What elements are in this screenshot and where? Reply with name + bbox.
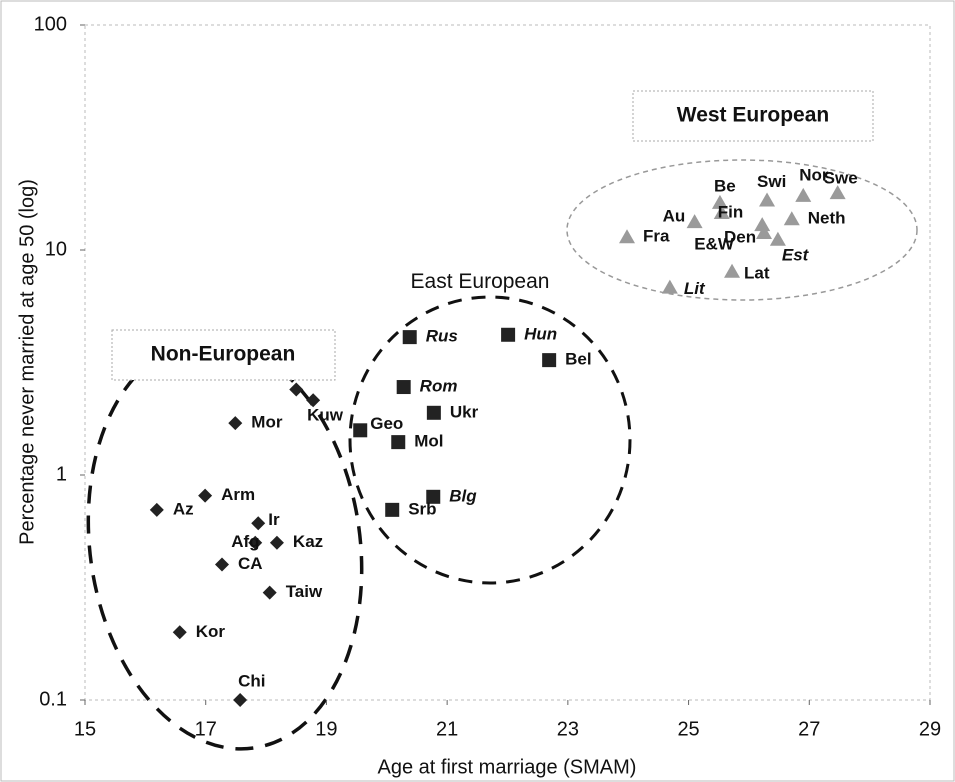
x-tick-label: 21 — [436, 718, 458, 740]
point-label: Bel — [565, 350, 591, 369]
point-label: Den — [724, 227, 756, 246]
y-axis-label: Percentage never married at age 50 (log) — [16, 179, 38, 545]
group-label: Non-European — [151, 343, 296, 366]
point-label: Kaz — [293, 532, 323, 551]
point-label: Rom — [420, 377, 458, 396]
y-tick-label: 0.1 — [39, 688, 67, 710]
point — [724, 263, 741, 278]
point — [829, 185, 846, 200]
point — [501, 327, 516, 342]
point — [711, 194, 728, 209]
group-ellipse — [86, 339, 364, 751]
point-label: Lat — [744, 263, 770, 282]
x-tick-label: 17 — [195, 718, 217, 740]
point-label: E&W — [694, 235, 735, 254]
point — [402, 330, 417, 345]
group-label: East European — [410, 270, 550, 293]
point — [198, 488, 213, 503]
point — [306, 393, 321, 408]
point — [542, 353, 557, 368]
y-tick-label: 100 — [34, 13, 67, 35]
point-label: Blg — [449, 486, 477, 505]
point-label: Afg — [231, 532, 259, 551]
point — [248, 535, 263, 550]
point — [619, 229, 636, 244]
point — [269, 535, 284, 550]
point-label: Swi — [757, 172, 786, 191]
x-tick-label: 19 — [315, 718, 337, 740]
point-label: Srb — [408, 499, 436, 518]
point-label: Swe — [824, 169, 858, 188]
point — [149, 502, 164, 517]
point-label: Fin — [718, 203, 744, 222]
point-label: Kor — [196, 622, 226, 641]
point-label: Geo — [370, 414, 403, 433]
point-label: Kuw — [307, 406, 344, 425]
point-label: Mol — [414, 432, 443, 451]
point — [391, 435, 406, 450]
point-label: Be — [714, 176, 736, 195]
point — [289, 382, 304, 397]
point-label: Fra — [643, 227, 670, 246]
point-label: CA — [238, 554, 263, 573]
point — [426, 405, 441, 420]
point-label: Hun — [524, 324, 557, 343]
point — [759, 192, 776, 207]
point-label: Au — [663, 207, 686, 226]
point — [769, 231, 786, 246]
point — [396, 380, 411, 395]
point — [251, 516, 266, 531]
x-axis-label: Age at first marriage (SMAM) — [378, 756, 637, 778]
point — [795, 187, 812, 202]
point-label: Nor — [799, 165, 829, 184]
point — [233, 693, 248, 707]
point-label: Lit — [684, 279, 706, 298]
group-ellipse — [348, 295, 632, 585]
x-tick-label: 25 — [677, 718, 699, 740]
point-label: Az — [173, 499, 194, 518]
point — [426, 489, 441, 504]
point-label: Chi — [238, 671, 265, 690]
group-ellipse — [566, 159, 918, 301]
point-label: Arm — [221, 485, 255, 504]
x-tick-label: 27 — [798, 718, 820, 740]
group-box — [111, 329, 336, 381]
point — [228, 416, 243, 431]
plot-frame — [84, 24, 931, 701]
point-label: Taiw — [286, 582, 323, 601]
point — [215, 557, 230, 572]
x-tick-label: 29 — [919, 718, 941, 740]
point-label: Est — [782, 245, 810, 264]
x-tick-label: 15 — [74, 718, 96, 740]
point — [754, 217, 771, 232]
point-label: Ukr — [450, 402, 479, 421]
point — [661, 279, 678, 294]
point — [262, 585, 277, 600]
point — [756, 225, 773, 240]
x-tick-label: 23 — [557, 718, 579, 740]
y-tick-label: 1 — [56, 463, 67, 485]
point-label: Mor — [251, 413, 283, 432]
point — [713, 205, 730, 220]
point — [172, 625, 187, 640]
point-label: Rus — [426, 327, 458, 346]
point — [783, 211, 800, 226]
y-tick-label: 10 — [45, 238, 67, 260]
group-box — [632, 90, 874, 142]
point — [385, 502, 400, 517]
point — [353, 423, 368, 438]
point-label: Neth — [808, 209, 846, 228]
group-label: West European — [677, 104, 829, 127]
point-label: Ir — [268, 510, 280, 529]
point — [686, 214, 703, 229]
